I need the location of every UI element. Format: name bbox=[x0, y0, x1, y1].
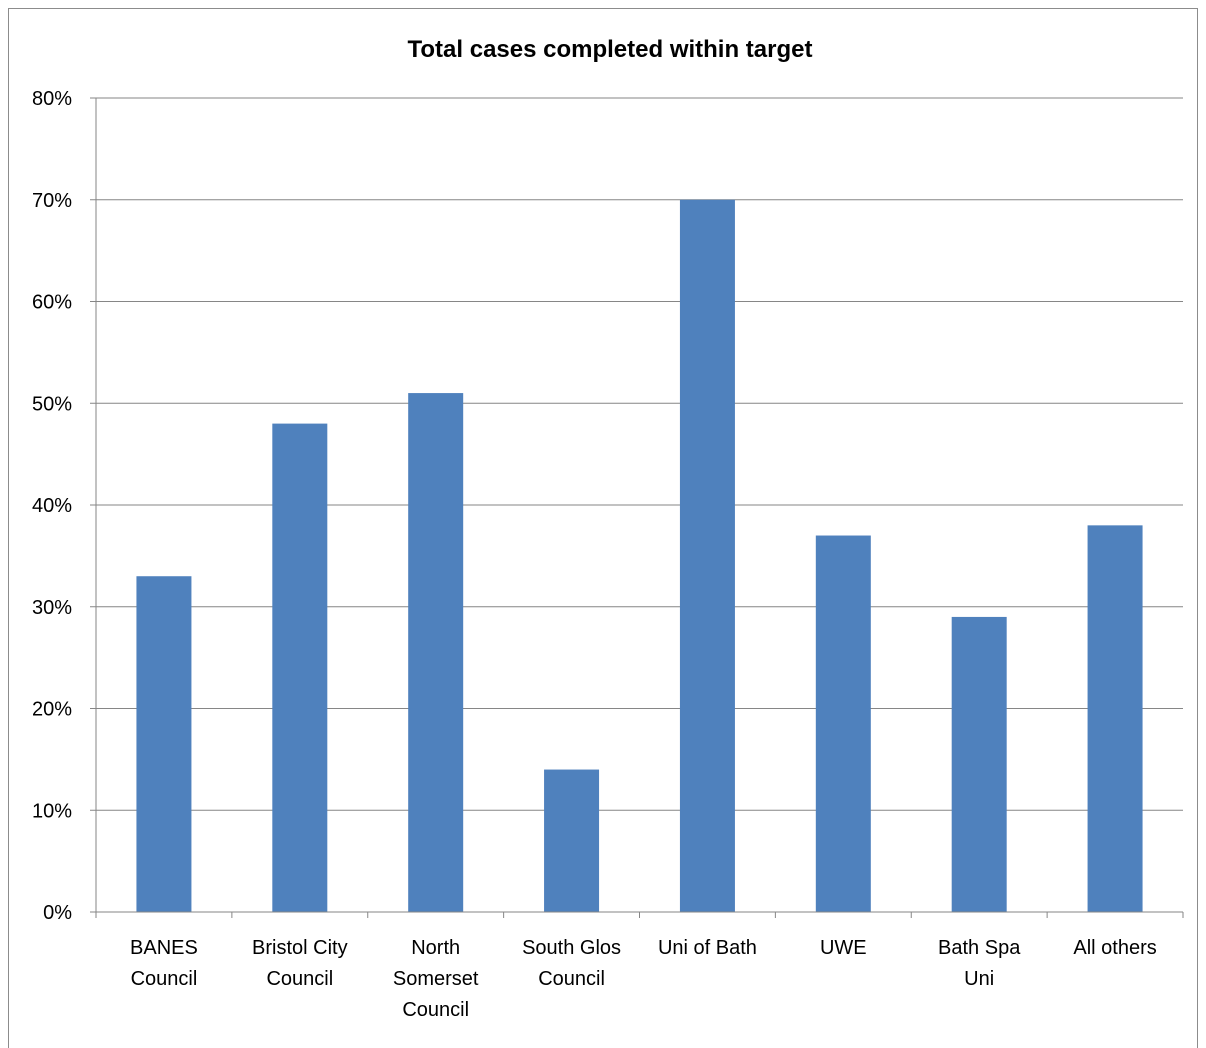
y-tick-label: 60% bbox=[32, 292, 72, 314]
x-category-label: Bristol City Council bbox=[252, 937, 348, 990]
bar bbox=[679, 199, 735, 912]
axes bbox=[95, 98, 1184, 918]
bar bbox=[815, 535, 871, 912]
y-tick-label: 50% bbox=[32, 393, 72, 415]
x-category-label-line: South Glos bbox=[522, 937, 621, 959]
bar bbox=[136, 576, 192, 912]
y-tick-label: 40% bbox=[32, 495, 72, 517]
y-tick-label: 0% bbox=[43, 902, 72, 924]
x-category-label: All others bbox=[1073, 937, 1156, 959]
x-category-label-line: Bath Spa bbox=[938, 937, 1021, 959]
y-tick-label: 80% bbox=[32, 88, 72, 110]
x-category-label: North Somerset Council bbox=[393, 937, 479, 1021]
x-category-label-line: Council bbox=[538, 968, 605, 990]
x-category-label-line: BANES bbox=[130, 937, 198, 959]
bar bbox=[272, 423, 328, 912]
x-category-label-line: Somerset bbox=[393, 968, 479, 990]
x-axis-labels: BANES Council Bristol City Council North Some… bbox=[130, 937, 1157, 1021]
x-category-label-line: All others bbox=[1073, 937, 1156, 959]
bar bbox=[1087, 525, 1143, 912]
y-tick-label: 10% bbox=[32, 800, 72, 822]
bar bbox=[951, 616, 1007, 912]
x-category-label: South Glos Council bbox=[522, 937, 621, 990]
y-tick-label: 20% bbox=[32, 699, 72, 721]
y-axis-ticks: 0% 10% 20% 30% 40% 50% 60% 70% 80% bbox=[32, 88, 96, 924]
bar bbox=[408, 393, 464, 912]
x-category-label-line: Uni of Bath bbox=[658, 937, 757, 959]
x-category-label-line: Council bbox=[266, 968, 333, 990]
bars bbox=[136, 199, 1143, 912]
y-tick-label: 30% bbox=[32, 597, 72, 619]
gridlines bbox=[96, 97, 1183, 811]
x-category-label-line: North bbox=[411, 937, 460, 959]
x-category-label-line: Council bbox=[131, 968, 198, 990]
chart-title: Total cases completed within target bbox=[408, 36, 813, 63]
x-category-label-line: Council bbox=[402, 999, 469, 1021]
x-category-label: Uni of Bath bbox=[658, 937, 757, 959]
x-category-label: Bath Spa Uni bbox=[938, 937, 1021, 990]
bar bbox=[544, 769, 600, 912]
x-category-label-line: Uni bbox=[964, 968, 994, 990]
x-category-label-line: Bristol City bbox=[252, 937, 348, 959]
x-category-label: UWE bbox=[820, 937, 867, 959]
x-category-label-line: UWE bbox=[820, 937, 867, 959]
y-tick-label: 70% bbox=[32, 190, 72, 212]
x-category-label: BANES Council bbox=[130, 937, 198, 990]
